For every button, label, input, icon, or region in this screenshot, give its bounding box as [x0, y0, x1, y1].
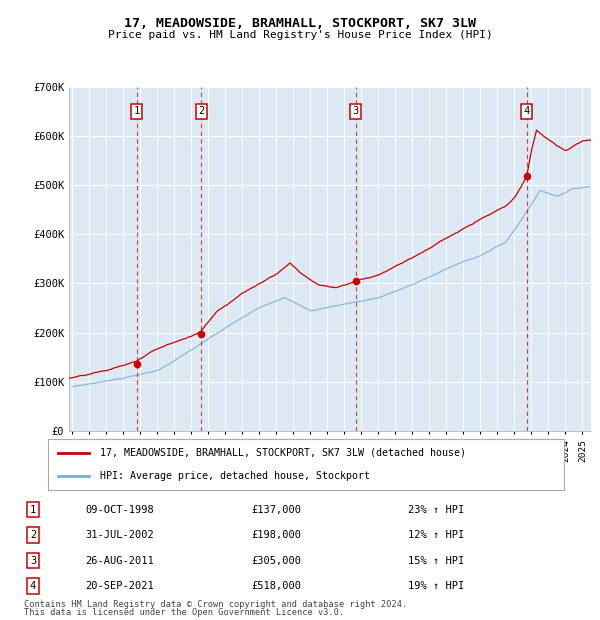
Text: 15% ↑ HPI: 15% ↑ HPI [408, 556, 464, 565]
Text: £518,000: £518,000 [251, 581, 301, 591]
Text: 3: 3 [30, 556, 36, 565]
Text: £305,000: £305,000 [251, 556, 301, 565]
Text: 17, MEADOWSIDE, BRAMHALL, STOCKPORT, SK7 3LW: 17, MEADOWSIDE, BRAMHALL, STOCKPORT, SK7… [124, 17, 476, 30]
Text: 19% ↑ HPI: 19% ↑ HPI [408, 581, 464, 591]
Text: Price paid vs. HM Land Registry's House Price Index (HPI): Price paid vs. HM Land Registry's House … [107, 30, 493, 40]
Text: 17, MEADOWSIDE, BRAMHALL, STOCKPORT, SK7 3LW (detached house): 17, MEADOWSIDE, BRAMHALL, STOCKPORT, SK7… [100, 448, 466, 458]
Text: HPI: Average price, detached house, Stockport: HPI: Average price, detached house, Stoc… [100, 471, 370, 481]
Text: 20-SEP-2021: 20-SEP-2021 [86, 581, 154, 591]
Text: Contains HM Land Registry data © Crown copyright and database right 2024.: Contains HM Land Registry data © Crown c… [24, 600, 407, 609]
Text: 2: 2 [30, 530, 36, 540]
Text: 26-AUG-2011: 26-AUG-2011 [86, 556, 154, 565]
Text: 1: 1 [30, 505, 36, 515]
Text: 3: 3 [352, 107, 359, 117]
Text: 12% ↑ HPI: 12% ↑ HPI [408, 530, 464, 540]
Text: 23% ↑ HPI: 23% ↑ HPI [408, 505, 464, 515]
Text: 2: 2 [198, 107, 205, 117]
Text: This data is licensed under the Open Government Licence v3.0.: This data is licensed under the Open Gov… [24, 608, 344, 617]
Text: 4: 4 [30, 581, 36, 591]
Text: 31-JUL-2002: 31-JUL-2002 [86, 530, 154, 540]
Text: 1: 1 [133, 107, 140, 117]
Text: 09-OCT-1998: 09-OCT-1998 [86, 505, 154, 515]
Text: £198,000: £198,000 [251, 530, 301, 540]
Text: £137,000: £137,000 [251, 505, 301, 515]
Text: 4: 4 [524, 107, 530, 117]
